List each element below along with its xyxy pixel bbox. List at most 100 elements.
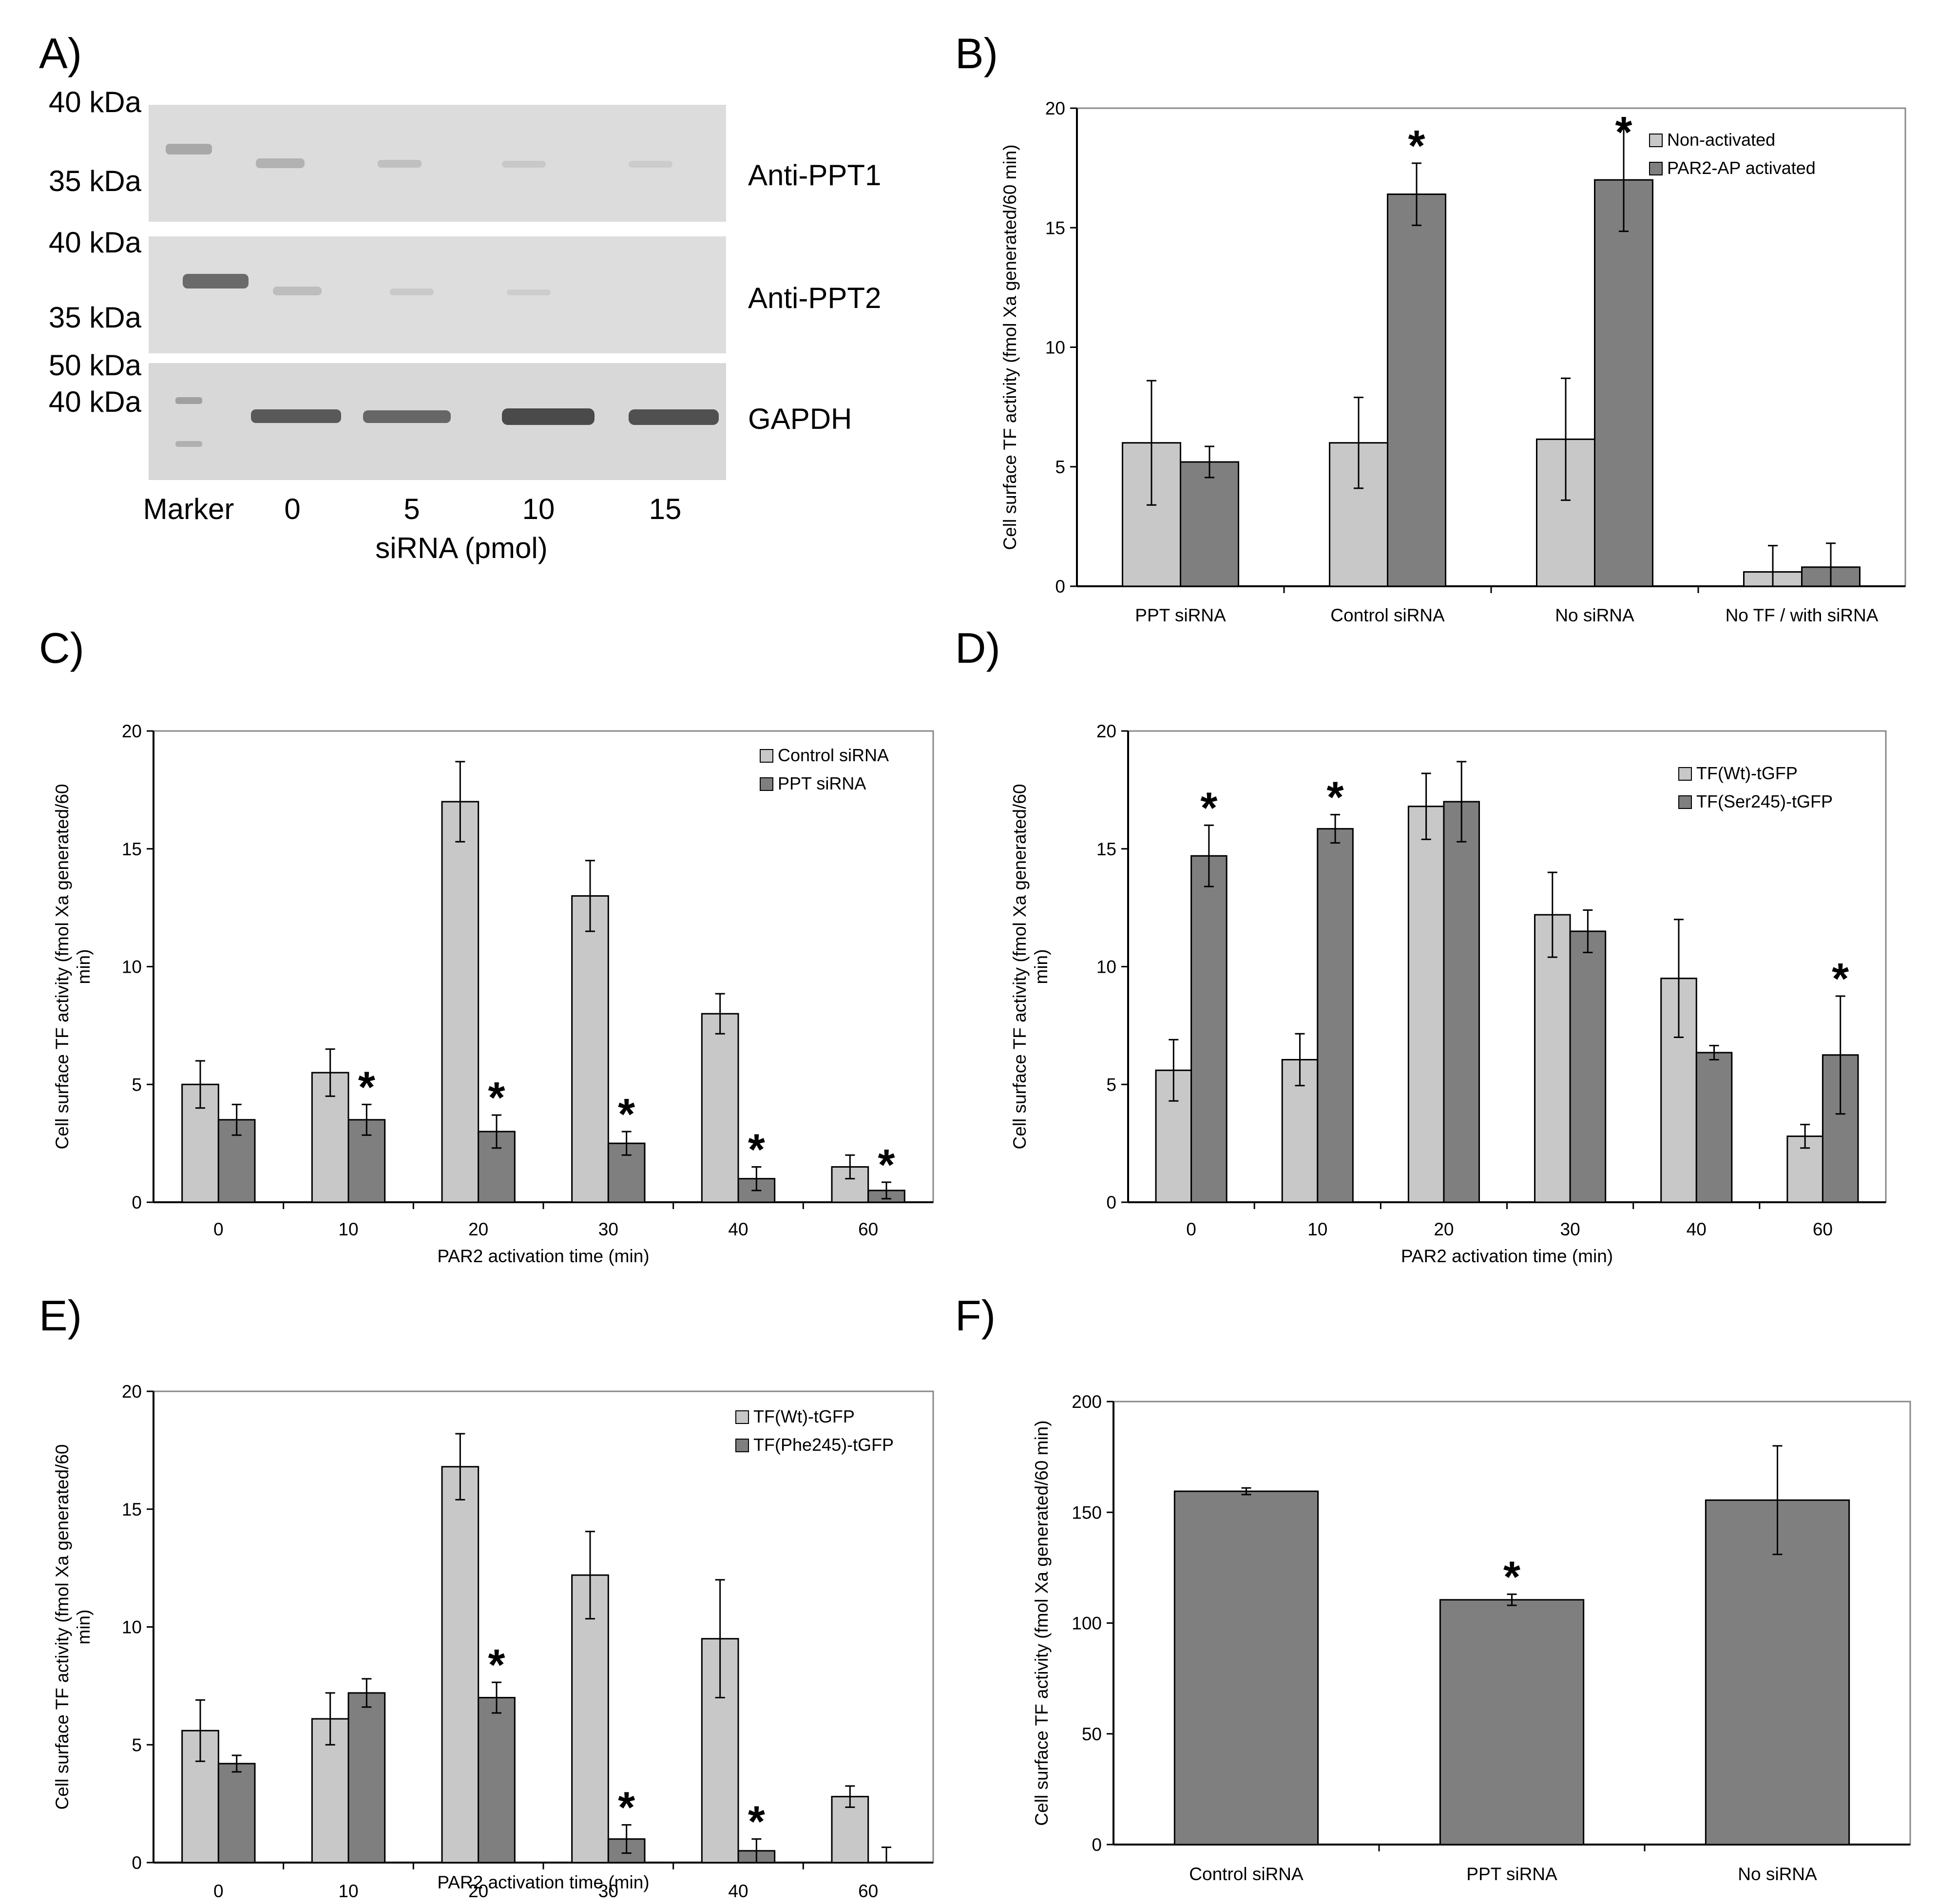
marker-band xyxy=(175,441,202,447)
significance-star: * xyxy=(488,1074,505,1122)
y-tick-label: 15 xyxy=(1045,218,1065,238)
x-tick-label: PPT siRNA xyxy=(1135,605,1226,625)
mw-label: 35 kDa xyxy=(49,301,142,334)
x-tick-label: 40 xyxy=(1687,1219,1707,1239)
significance-star: * xyxy=(1408,122,1425,171)
y-axis-label: Cell surface TF activity (fmol Xa genera… xyxy=(1032,1420,1052,1826)
legend-swatch xyxy=(1678,767,1692,781)
x-tick-label: 40 xyxy=(728,1881,748,1901)
legend-swatch xyxy=(735,1439,749,1452)
panel-letter-d: D) xyxy=(955,624,1000,672)
y-tick-label: 20 xyxy=(1096,721,1116,741)
x-tick-label: 10 xyxy=(338,1881,358,1901)
legend-label: TF(Ser245)-tGFP xyxy=(1696,791,1833,811)
y-tick-label: 5 xyxy=(1055,457,1065,477)
y-tick-label: 0 xyxy=(1106,1192,1116,1212)
bar xyxy=(1695,1052,1733,1203)
ppt1-band xyxy=(629,161,672,168)
legend-label: Non-activated xyxy=(1667,130,1775,150)
y-tick-label: 10 xyxy=(122,1617,142,1637)
x-tick-label: 40 xyxy=(728,1219,748,1239)
y-tick-label: 15 xyxy=(122,839,142,859)
panel-letter-c: C) xyxy=(39,624,84,672)
legend-swatch xyxy=(760,749,773,763)
panel-letter-f: F) xyxy=(955,1291,996,1340)
mw-label: 40 kDa xyxy=(49,86,142,118)
mw-label: 50 kDa xyxy=(49,349,142,382)
bar xyxy=(571,1574,609,1864)
ppt2-band xyxy=(273,287,322,295)
mw-label: 40 kDa xyxy=(49,385,142,418)
ppt1-band xyxy=(256,158,305,168)
y-tick-label: 15 xyxy=(122,1500,142,1519)
x-axis-label: PAR2 activation time (min) xyxy=(1401,1246,1613,1266)
marker-band xyxy=(183,274,249,288)
bar xyxy=(1387,193,1446,587)
legend-label: TF(Wt)-tGFP xyxy=(1696,763,1798,783)
significance-star: * xyxy=(1503,1553,1520,1601)
x-tick-label: 0 xyxy=(213,1219,224,1239)
y-axis-label: Cell surface TF activity (fmol Xa genera… xyxy=(1010,784,1051,1150)
marker-band xyxy=(175,397,202,404)
y-tick-label: 5 xyxy=(132,1735,142,1755)
y-tick-label: 0 xyxy=(132,1192,142,1212)
western-blot: 40 kDa 35 kDa 40 kDa 35 kDa 50 kDa 40 kD… xyxy=(49,86,882,564)
chart-panel-d: 0 5 10 15 20 Cell surface TF activity (fmol X… xyxy=(1010,721,1887,1266)
y-axis-label: Cell surface TF activity (fmol Xa genera… xyxy=(52,784,94,1150)
legend-label: PPT siRNA xyxy=(778,773,866,793)
panel-letter-a: A) xyxy=(39,29,82,77)
x-tick-label: 30 xyxy=(598,1881,618,1901)
significance-star: * xyxy=(1615,108,1632,157)
legend-swatch xyxy=(735,1410,749,1424)
y-tick-label: 15 xyxy=(1096,839,1116,859)
row-label-gapdh: GAPDH xyxy=(748,403,852,435)
bar xyxy=(1439,1599,1585,1846)
plot-frame xyxy=(153,1390,934,1864)
mw-label: 40 kDa xyxy=(49,226,142,259)
bar xyxy=(1173,1490,1319,1846)
gapdh-band xyxy=(251,409,341,423)
x-tick-label: 60 xyxy=(858,1219,878,1239)
bar xyxy=(1534,914,1571,1203)
y-tick-label: 10 xyxy=(122,957,142,977)
plot-frame xyxy=(153,730,934,1203)
x-tick-label: No siRNA xyxy=(1738,1864,1817,1884)
legend-swatch xyxy=(1678,795,1692,809)
y-axis-label-line: Cell surface TF activity (fmol Xa genera… xyxy=(52,1444,72,1810)
y-tick-label: 5 xyxy=(1106,1075,1116,1095)
panel-letter-e: E) xyxy=(39,1291,82,1340)
lane-label: 0 xyxy=(284,493,300,525)
bar xyxy=(1317,828,1354,1203)
lane-label: 5 xyxy=(403,493,420,525)
x-axis-label: PAR2 activation time (min) xyxy=(437,1246,649,1266)
gapdh-band xyxy=(363,410,451,423)
y-tick-label: 5 xyxy=(132,1075,142,1095)
blot-strip-ppt2 xyxy=(149,236,726,353)
panel-letter-b: B) xyxy=(955,29,998,77)
y-tick-label: 10 xyxy=(1045,338,1065,358)
bar xyxy=(1705,1499,1850,1846)
x-tick-label: No TF / with siRNA xyxy=(1726,605,1879,625)
y-tick-label: 20 xyxy=(122,721,142,741)
legend-swatch xyxy=(1649,162,1663,175)
legend-label: PAR2-AP activated xyxy=(1667,158,1816,178)
ppt1-band xyxy=(378,160,422,168)
x-tick-label: PPT siRNA xyxy=(1466,1864,1557,1884)
y-axis-label-line: min) xyxy=(74,949,94,984)
bar xyxy=(217,1763,256,1864)
x-tick-label: 0 xyxy=(213,1881,224,1901)
bar xyxy=(441,1466,480,1864)
chart-panel-c: 0 5 10 15 20 Cell surface TF activity (fmol X… xyxy=(52,721,934,1266)
y-tick-label: 0 xyxy=(132,1853,142,1873)
y-tick-label: 200 xyxy=(1072,1392,1102,1412)
significance-star: * xyxy=(358,1063,375,1112)
y-axis-label-line: min) xyxy=(1031,949,1051,984)
y-axis-label-line: min) xyxy=(74,1610,94,1645)
significance-star: * xyxy=(748,1798,765,1846)
ppt2-band xyxy=(390,288,434,295)
bar xyxy=(1443,801,1480,1203)
row-label-ppt2: Anti-PPT2 xyxy=(748,282,881,314)
bar xyxy=(1594,179,1653,587)
gapdh-band xyxy=(502,408,595,425)
